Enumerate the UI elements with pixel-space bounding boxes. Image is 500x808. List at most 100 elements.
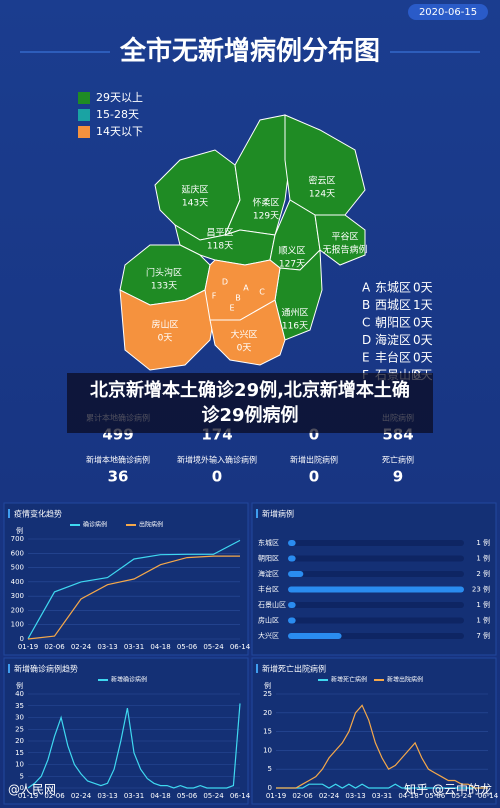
district-name: 密云区	[308, 175, 335, 187]
y-tick-label: 25	[263, 690, 272, 698]
list-letter: B	[362, 298, 370, 312]
list-name: 朝阳区	[375, 316, 411, 330]
footer-right: 知乎 @云中的龙	[404, 782, 492, 797]
chart-title: 疫情变化趋势	[14, 509, 62, 519]
bar-category: 大兴区	[258, 631, 279, 640]
series-line	[276, 783, 488, 789]
list-letter: C	[362, 316, 370, 330]
urban-letter: C	[259, 288, 265, 297]
y-tick-label: 30	[15, 714, 24, 722]
bar-category: 东城区	[258, 538, 279, 547]
y-tick-label: 35	[15, 702, 24, 710]
district-days: 0天	[158, 334, 173, 344]
x-tick-label: 06-14	[478, 792, 499, 800]
stat-label: 死亡病例	[382, 455, 414, 465]
list-days: 0天	[413, 281, 433, 295]
x-tick-label: 04-18	[150, 643, 170, 651]
series-line	[27, 703, 241, 789]
legend-label: 出院病例	[139, 521, 163, 529]
x-tick-label: 03-13	[97, 643, 117, 651]
x-tick-label: 05-06	[425, 792, 446, 800]
x-tick-label: 06-14	[230, 643, 251, 651]
x-tick-label: 04-18	[398, 792, 418, 800]
legend-label: 新增死亡病例	[331, 676, 367, 684]
date-badge	[408, 4, 488, 20]
x-tick-label: 02-24	[319, 792, 340, 800]
y-tick-label: 200	[11, 606, 24, 614]
x-tick-label: 03-31	[124, 643, 144, 651]
x-tick-label: 02-06	[292, 792, 313, 800]
y-tick-label: 100	[11, 621, 24, 629]
y-tick-label: 20	[263, 709, 272, 717]
y-axis-label: 例	[16, 681, 23, 690]
stat-value: 9	[393, 468, 403, 486]
bar-value-label: 7 例	[476, 631, 490, 640]
title-marker	[256, 664, 258, 673]
district-days: 129天	[253, 212, 279, 222]
district-name: 怀柔区	[252, 197, 279, 209]
chart-panel	[3, 502, 249, 656]
bar-category: 海淀区	[258, 569, 279, 578]
stat-value: 36	[108, 468, 129, 486]
bar-category: 石景山区	[258, 600, 286, 609]
x-tick-label: 02-06	[44, 792, 65, 800]
district-days: 无报告病例	[322, 244, 367, 256]
y-tick-label: 15	[15, 749, 24, 757]
legend-swatch	[78, 92, 90, 104]
bar-category: 房山区	[258, 616, 279, 625]
district-name: 房山区	[151, 319, 178, 331]
y-tick-label: 300	[11, 592, 24, 600]
list-letter: D	[362, 333, 371, 347]
bar-value-label: 1 例	[476, 600, 490, 609]
district-name: 昌平区	[206, 228, 233, 239]
title-marker	[256, 509, 258, 518]
bar	[288, 602, 296, 608]
bar-track	[288, 617, 464, 624]
stat-value: 0	[309, 468, 319, 486]
x-tick-label: 05-24	[451, 792, 472, 800]
district-name: 平谷区	[331, 232, 358, 243]
district-name: 延庆区	[181, 184, 208, 196]
bar	[288, 555, 296, 562]
stat-value: 0	[212, 468, 222, 486]
district-name: 门头沟区	[146, 267, 182, 279]
x-tick-label: 05-06	[177, 792, 198, 800]
y-tick-label: 15	[263, 728, 272, 736]
chart-title: 新增确诊病例趋势	[14, 664, 78, 674]
urban-letter: E	[229, 304, 234, 313]
y-tick-label: 40	[15, 690, 24, 698]
stat-value: 0	[309, 426, 319, 444]
x-tick-label: 05-24	[203, 643, 224, 651]
bar-track	[288, 555, 464, 562]
bar-value-label: 1 例	[476, 554, 490, 563]
bar-value-label: 2 例	[476, 569, 490, 578]
x-tick-label: 03-13	[97, 792, 117, 800]
district-days: 116天	[282, 322, 308, 332]
x-tick-label: 02-24	[71, 643, 92, 651]
district-name: 顺义区	[278, 246, 305, 257]
list-name: 海淀区	[375, 332, 411, 347]
x-tick-label: 01-19	[18, 792, 38, 800]
y-tick-label: 700	[11, 535, 24, 543]
x-tick-label: 04-18	[150, 792, 170, 800]
district-name: 大兴区	[230, 329, 257, 341]
y-tick-label: 25	[15, 725, 24, 733]
stat-label: 新增出院病例	[290, 455, 338, 465]
y-axis-label: 例	[16, 526, 23, 535]
x-tick-label: 01-19	[266, 792, 286, 800]
chart-panel	[251, 657, 497, 805]
bar-value-label: 23 例	[472, 585, 490, 594]
y-tick-label: 600	[11, 549, 24, 557]
x-tick-label: 05-06	[177, 643, 198, 651]
chart-title: 新增病例	[262, 509, 294, 519]
x-tick-label: 02-24	[71, 792, 92, 800]
y-tick-label: 10	[15, 761, 24, 769]
bar-track	[288, 602, 464, 608]
y-tick-label: 20	[15, 737, 24, 745]
y-axis-label: 例	[264, 681, 271, 690]
district	[284, 114, 366, 216]
x-tick-label: 01-19	[18, 643, 38, 651]
list-name: 东城区	[375, 281, 411, 295]
legend-label: 新增出院病例	[387, 676, 423, 684]
